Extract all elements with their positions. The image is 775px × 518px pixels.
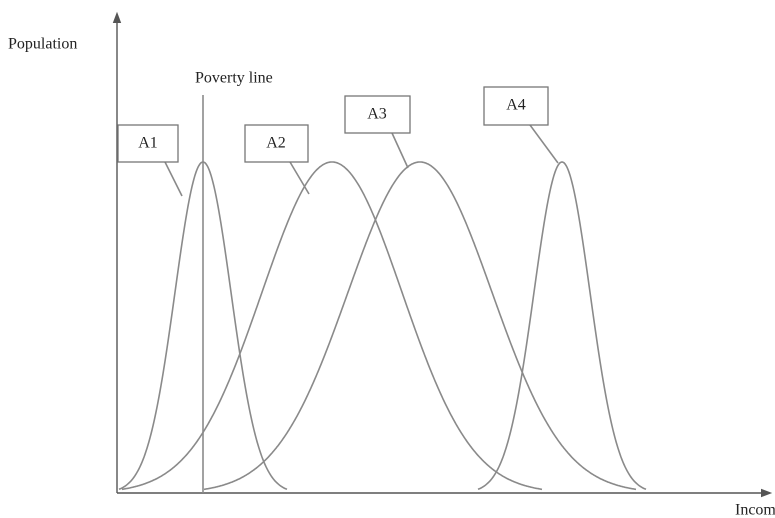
poverty-line-label: Poverty line	[195, 70, 273, 87]
leader-line	[391, 132, 409, 169]
distribution-curve	[118, 161, 288, 491]
x-axis-label: Income	[735, 502, 775, 518]
leader-line	[289, 161, 310, 195]
label-box	[344, 95, 411, 134]
label-box	[483, 86, 549, 126]
leader-line	[529, 124, 559, 164]
leader-line	[164, 161, 183, 197]
curve-label: A1	[138, 135, 158, 152]
curve-label: A2	[266, 135, 286, 152]
distribution-curve	[203, 161, 637, 491]
label-box	[244, 124, 309, 163]
label-box	[117, 124, 179, 163]
distribution-curve	[121, 161, 543, 491]
curves	[118, 161, 647, 491]
curve-label: A3	[367, 106, 387, 123]
distribution-curve	[477, 161, 647, 491]
y-axis-label: Population	[8, 36, 77, 53]
curve-label: A4	[506, 97, 526, 114]
